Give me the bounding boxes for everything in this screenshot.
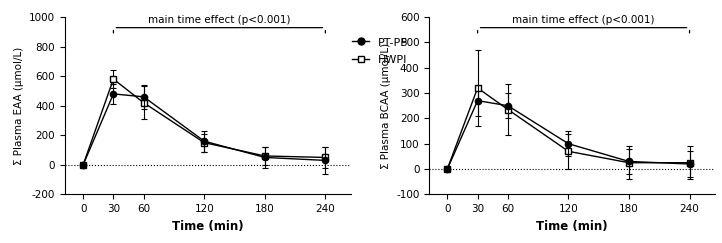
X-axis label: Time (min): Time (min) (536, 220, 608, 233)
Text: main time effect (p<0.001): main time effect (p<0.001) (148, 15, 291, 25)
Legend: PT-PP, HWPI: PT-PP, HWPI (352, 37, 408, 65)
Y-axis label: Σ Plasma EAA (μmol/L): Σ Plasma EAA (μmol/L) (14, 47, 24, 165)
Y-axis label: Σ Plasma BCAA (μmol/L): Σ Plasma BCAA (μmol/L) (380, 43, 391, 169)
Text: main time effect (p<0.001): main time effect (p<0.001) (513, 15, 655, 25)
X-axis label: Time (min): Time (min) (172, 220, 243, 233)
